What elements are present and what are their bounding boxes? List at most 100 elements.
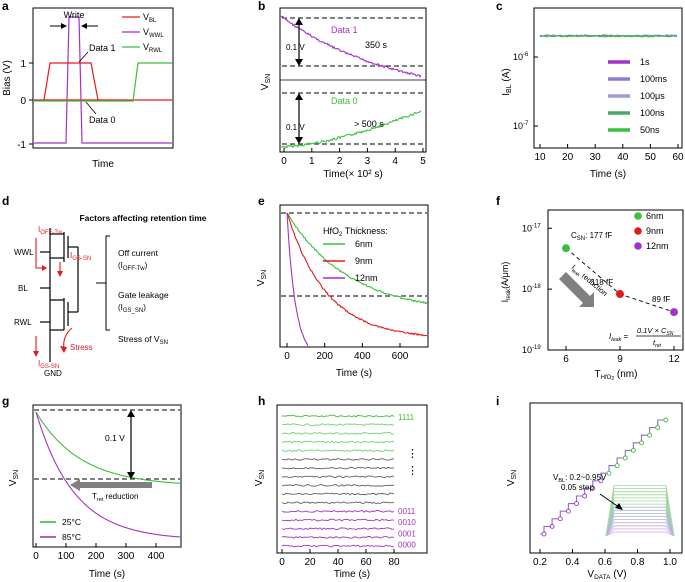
- panel-b-delta1-head-down: [295, 59, 303, 66]
- panel-i-pulse-1: [605, 528, 675, 537]
- panel-f-legend-label-1: 9nm: [646, 226, 664, 236]
- panel-i-pulse-9: [605, 503, 675, 537]
- panel-h-xticks: 0 20 40 60 80: [279, 549, 400, 568]
- panel-f: f Ileak(A/μm) 10-17 10-18 10-19 6 9 12 THfO2…: [496, 194, 684, 382]
- panel-e-trace-6nm: [286, 212, 428, 305]
- panel-h-trace-8: [281, 483, 395, 487]
- panel-h: h VSN 0 20 40 60 80 Time (s) 1111 ⋮ ⋮ 001100…: [254, 394, 428, 580]
- panel-a-bl-data1-trace: [43, 62, 99, 101]
- panel-f-xtick-label: 12: [668, 354, 680, 365]
- panel-a-write-arrowhead-left: [61, 23, 67, 29]
- d-bl-label: BL: [18, 284, 28, 293]
- panel-f-legend-marker-1: [634, 227, 642, 235]
- panel-b-delta0-label: 0.1 V: [286, 123, 305, 132]
- panel-a-rwl-trace: [34, 62, 172, 102]
- panel-i-marker-1: [549, 523, 555, 529]
- panel-a-letter: a: [2, 0, 9, 13]
- panel-b-data0-trace: [280, 110, 422, 149]
- panel-f-p3-label: 89 fF: [652, 295, 670, 304]
- panel-g-traces: [35, 411, 181, 538]
- panel-i-pulse-2: [605, 525, 675, 537]
- panel-a: a 1 0 -1 Bias (V) Time Write Data 1 Data…: [2, 0, 174, 170]
- panel-g-xtick-label: 0: [33, 551, 39, 562]
- panel-g-xticks: 0 100 200 300 400: [33, 543, 165, 562]
- panel-b-xtick-label: 3: [365, 156, 371, 167]
- panel-c-legend-label-1: 100ms: [640, 74, 668, 84]
- panel-c-xtick-label: 40: [617, 152, 629, 163]
- panel-i-marker-3: [565, 508, 571, 514]
- panel-e: e VSN 0 200 400 600 Time (s) HfO2 Thickness…: [256, 194, 429, 379]
- d-factor2: Gate leakage: [118, 290, 169, 300]
- panel-g-legend-label-0: 25°C: [62, 517, 81, 527]
- panel-e-xlabel: Time (s): [336, 368, 372, 379]
- panel-g-ylabel: VSN: [8, 470, 20, 486]
- panel-b-delta0-head-up: [295, 93, 303, 100]
- d-stress-head: [60, 346, 67, 353]
- panel-e-xticks: 0 200 400 600: [284, 343, 409, 362]
- d-igs-label: IGS-SN: [70, 251, 91, 262]
- panel-e-frame: [279, 204, 429, 348]
- panel-e-traces: [286, 212, 428, 347]
- panel-d-current-arrows: [35, 238, 73, 354]
- panel-i-marker-8: [606, 470, 612, 476]
- panel-b-data0-label: Data 0: [331, 96, 358, 106]
- panel-f-xticks: 6 9 12: [563, 346, 680, 365]
- panel-e-legend-label-0: 6nm: [355, 239, 373, 249]
- panel-g-xlabel: Time (s): [89, 569, 125, 580]
- panel-h-trace-11: [281, 509, 395, 513]
- panel-b-xtick-label: 4: [392, 156, 398, 167]
- panel-e-letter: e: [258, 194, 265, 208]
- panel-h-labels: 0011 0010 0001 0000: [398, 507, 416, 550]
- panel-c-xlabel: Time (s): [590, 169, 626, 180]
- panel-c-ytick-label-hi: 10-6: [513, 52, 529, 62]
- panel-g-xtick-label: 300: [118, 551, 135, 562]
- panel-i-xtick-label: 0.4: [566, 557, 580, 568]
- panel-i-ylabel: VSN: [506, 470, 518, 486]
- panel-b-letter: b: [258, 0, 265, 13]
- panel-a-wwl-trace: [34, 16, 172, 144]
- d-factor3: Stress of VSN: [118, 334, 168, 346]
- panel-a-legend-label-wwl: VWWL: [143, 27, 164, 39]
- panel-c-legend-label-0: 1s: [640, 57, 650, 67]
- panel-c-frame: [533, 7, 683, 149]
- panel-g-arrow-label: Tret reduction: [92, 492, 138, 503]
- panel-i-marker-0: [541, 531, 547, 537]
- panel-h-label-2: 0001: [398, 529, 416, 538]
- panel-f-xtick-label: 6: [563, 354, 569, 365]
- panel-i-annot-arrowhead: [615, 503, 623, 510]
- panel-f-reduction-arrow: [559, 272, 594, 307]
- panel-c: c IBL (A) 10-6 10-7 10 20 30 40 50 60 Time (s…: [496, 0, 684, 180]
- panel-h-label-1: 0010: [398, 518, 416, 527]
- panel-e-xtick-label: 600: [392, 351, 409, 362]
- d-igs2-head: [33, 351, 39, 357]
- panel-c-ytick-label-lo: 10-7: [513, 121, 529, 131]
- panel-c-legend-label-3: 100ns: [640, 108, 665, 118]
- panel-i-marker-14: [655, 425, 661, 431]
- panel-h-trace-9: [281, 492, 395, 496]
- panel-f-p2-label: 118 fF: [591, 278, 613, 287]
- panel-h-letter: h: [258, 394, 265, 408]
- panel-f-legend-marker-0: [634, 212, 642, 220]
- d-factor2-sub: (IGS_SN): [118, 303, 146, 314]
- panel-i-marker-15: [663, 417, 669, 423]
- panel-i-marker-5: [582, 493, 588, 499]
- panel-a-data1-label: Data 1: [89, 43, 116, 53]
- panel-c-traces: [539, 34, 678, 38]
- panel-h-trace-12: [281, 518, 395, 522]
- panel-h-trace-14: [281, 535, 395, 539]
- panel-f-formula-lhs: Ileak =: [609, 332, 629, 343]
- d-ioff-arrow: [35, 238, 44, 269]
- panel-c-letter: c: [496, 0, 503, 13]
- panel-h-trace-1: [281, 423, 395, 427]
- d-igs2-label: IGS-SN: [38, 359, 59, 370]
- panel-e-ylabel: VSN: [256, 270, 268, 286]
- panel-b-delta1-label: 0.1 V: [286, 43, 305, 52]
- panel-g: g VSN 0 100 200 300 400 Time (s) 0.1 V Tret …: [2, 394, 182, 580]
- panel-a-legend-label-rwl: VRWL: [143, 42, 163, 54]
- panel-i-pulse-11: [605, 497, 675, 537]
- panel-i-pulse-4: [605, 519, 675, 537]
- panel-i-staircase: [540, 419, 666, 535]
- panel-i-xtick-label: 0.6: [598, 557, 612, 568]
- panel-a-ytick-label-0: 0: [20, 96, 26, 107]
- panel-a-ytick-label-1: 1: [20, 59, 26, 70]
